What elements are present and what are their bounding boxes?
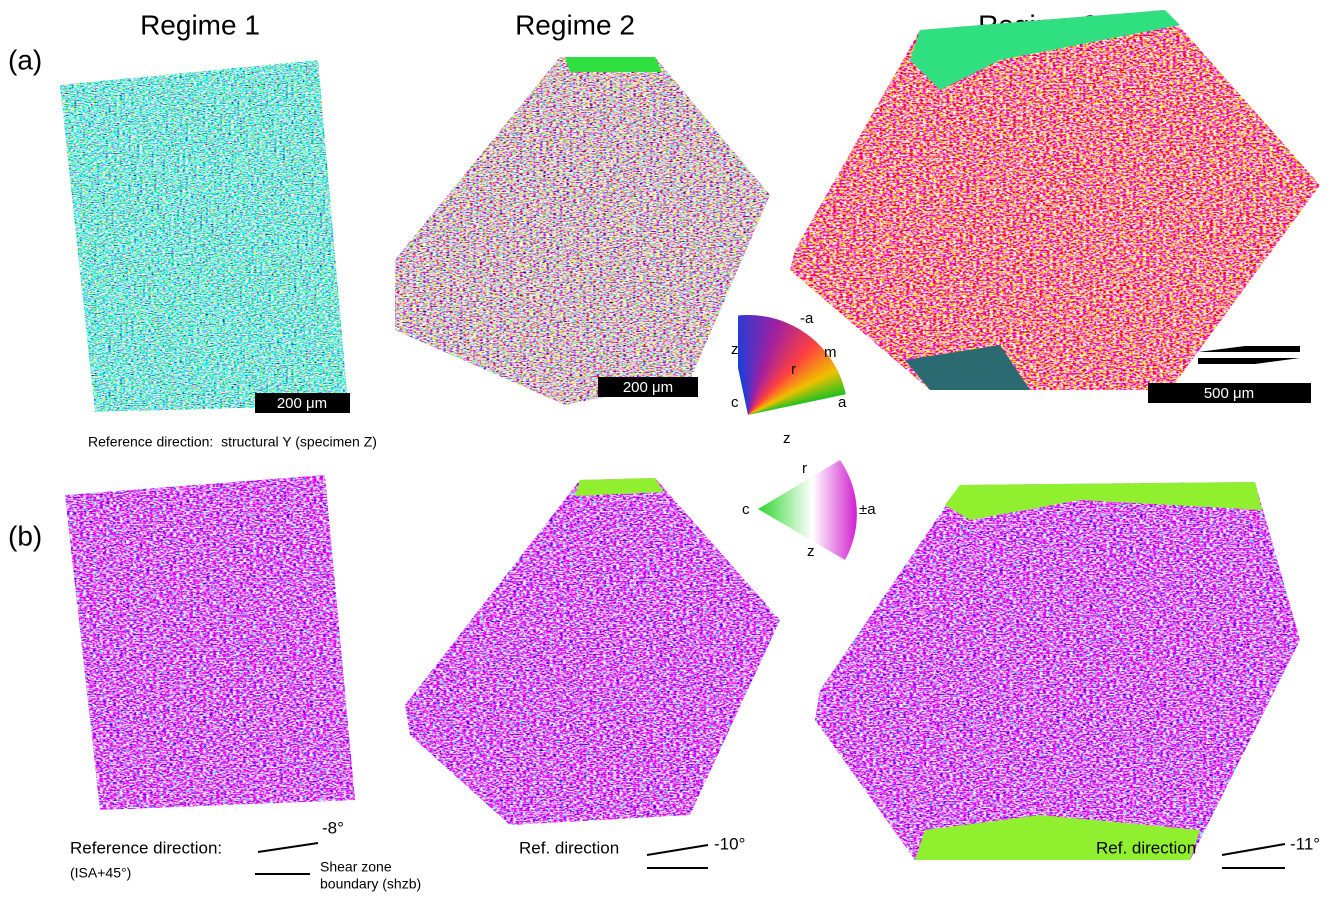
color-key [738,310,848,450]
shear-arrow [1198,358,1300,364]
key-label: z [807,543,815,560]
reference-line [258,843,318,852]
key-label: z [731,341,739,358]
ebsd-map [790,10,1320,390]
ebsd-map [815,482,1300,860]
reference-line [647,845,708,855]
shear-arrow [1198,346,1300,352]
ebsd-map [405,478,780,825]
boundary-label: boundary (shzb) [320,876,421,892]
grain-region [565,57,662,72]
reference-caption: Reference direction: structural Y (speci… [88,434,377,450]
key-label: r [802,460,807,477]
scale-bar-label: 200 μm [623,379,673,396]
reference-line [1222,844,1285,855]
figure: Regime 1 Regime 2 Regime 3 (a) (b) 200 μ… [0,0,1341,897]
column-title: Regime 2 [515,9,635,40]
reference-label: Ref. direction [519,838,619,857]
key-label: c [742,501,750,518]
reference-angle: -11° [1290,834,1320,853]
key-label: c [731,394,739,411]
reference-label: Reference direction: [70,838,222,857]
key-label: m [824,344,837,361]
ebsd-map [395,57,770,405]
reference-angle: -10° [714,834,745,853]
row-label: (a) [8,44,42,75]
reference-label: Ref. direction [1096,838,1196,857]
ebsd-map [60,60,348,412]
key-label: r [791,361,796,378]
key-label: z [783,430,791,447]
reference-angle: -8° [322,818,344,837]
key-label: ±a [859,501,876,518]
boundary-label: Shear zone [320,859,392,875]
ebsd-map [65,475,355,810]
reference-sublabel: (ISA+45°) [70,865,131,881]
key-label: -a [800,310,814,327]
scale-bar-label: 200 μm [277,395,327,412]
key-label: a [838,394,847,411]
row-label: (b) [8,520,42,551]
column-title: Regime 1 [140,9,260,40]
scale-bar-label: 500 μm [1204,385,1254,402]
